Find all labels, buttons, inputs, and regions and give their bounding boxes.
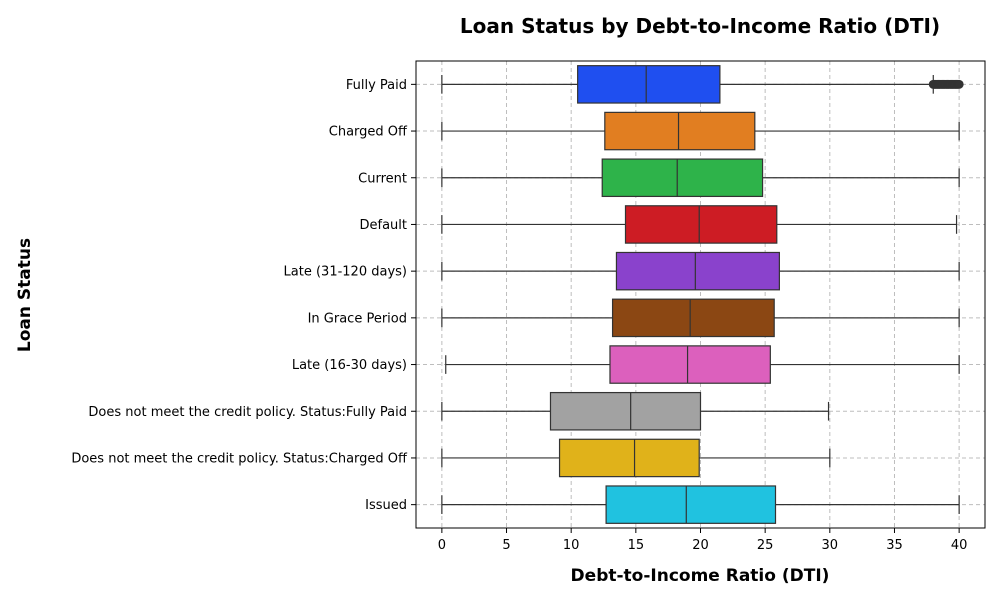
iqr-box <box>558 438 700 478</box>
boxes <box>441 65 964 524</box>
y-tick-label: Issued <box>365 498 407 513</box>
y-axis-label: Loan Status <box>15 238 35 352</box>
box-group <box>441 65 964 104</box>
x-tick-label: 20 <box>692 538 709 553</box>
box-group <box>445 345 960 384</box>
y-tick-label: Late (16-30 days) <box>292 358 407 373</box>
box-group <box>441 485 960 524</box>
box-group <box>441 251 960 291</box>
y-tick-label: Does not meet the credit policy. Status:… <box>88 405 407 420</box>
iqr-box <box>611 298 775 338</box>
y-tick-label: Current <box>358 171 407 186</box>
x-tick-label: 0 <box>438 538 446 553</box>
plot-frame <box>415 60 986 529</box>
x-tick-label: 30 <box>822 538 839 553</box>
iqr-box <box>624 205 778 244</box>
box-group <box>441 438 831 478</box>
iqr-box <box>609 345 771 384</box>
iqr-box <box>605 485 777 524</box>
x-tick-label: 40 <box>951 538 968 553</box>
iqr-box <box>577 65 721 104</box>
y-tick-label: Does not meet the credit policy. Status:… <box>71 451 408 466</box>
iqr-box <box>601 158 764 198</box>
y-tick-label: In Grace Period <box>308 311 407 326</box>
box-group <box>441 391 830 431</box>
x-tick-label: 25 <box>757 538 774 553</box>
x-tick-label: 35 <box>886 538 903 553</box>
box-group <box>441 298 960 338</box>
box-group <box>441 158 960 198</box>
y-tick-label: Fully Paid <box>346 78 407 93</box>
chart-title: Loan Status by Debt-to-Income Ratio (DTI… <box>460 14 940 38</box>
y-tick-label: Charged Off <box>329 125 408 140</box>
x-tick-label: 15 <box>628 538 645 553</box>
ticks: 0 5 10 15 20 25 30 35 40 Fully Paid Charged Off Cur… <box>71 78 967 553</box>
iqr-box <box>549 391 702 431</box>
box-group <box>441 111 960 151</box>
iqr-box <box>615 251 780 291</box>
iqr-box <box>604 111 756 151</box>
outlier-point <box>954 79 964 89</box>
x-axis-label: Debt-to-Income Ratio (DTI) <box>571 566 830 586</box>
y-tick-label: Default <box>360 218 408 233</box>
x-tick-label: 10 <box>563 538 580 553</box>
y-tick-label: Late (31-120 days) <box>284 265 407 280</box>
x-tick-label: 5 <box>502 538 510 553</box>
box-group <box>441 205 958 244</box>
